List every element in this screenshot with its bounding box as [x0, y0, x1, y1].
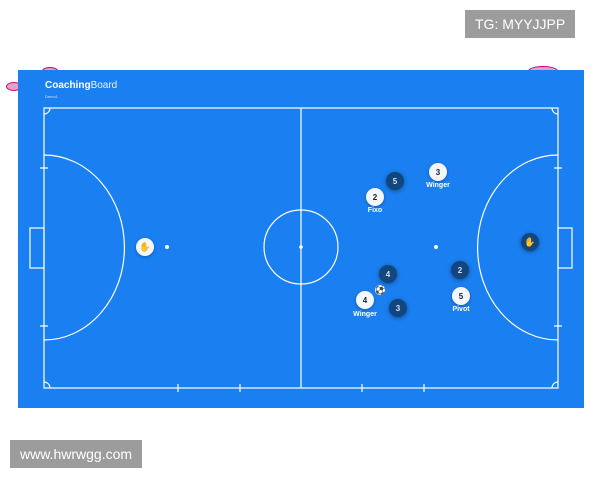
app-title: CoachingBoard — [45, 80, 118, 91]
watermark-top: TG: MYYJJPP — [465, 10, 576, 38]
right-penalty-area — [477, 154, 559, 341]
opponent-goalkeeper-token[interactable]: ✋ — [521, 233, 539, 251]
opponent-token[interactable]: 4 — [379, 265, 397, 283]
app-subtitle: Demo1 — [45, 94, 58, 99]
player-role: Winger — [426, 182, 450, 189]
watermark-bottom: www.hwrwgg.com — [10, 440, 143, 468]
penalty-spot — [434, 245, 438, 249]
penalty-spot — [165, 245, 169, 249]
coaching-board[interactable] — [18, 70, 584, 408]
center-circle — [263, 209, 339, 285]
opponent-token[interactable]: 3 — [389, 299, 407, 317]
glove-icon: ✋ — [139, 241, 151, 252]
player-role: Pivot — [452, 306, 470, 313]
opponent-token[interactable]: 5 — [386, 172, 404, 190]
left-goal — [29, 227, 45, 269]
right-goal — [557, 227, 573, 269]
goalkeeper-token[interactable]: ✋ — [136, 238, 154, 256]
player-token[interactable]: 2 — [366, 188, 384, 206]
futsal-pitch — [29, 107, 573, 392]
player-token[interactable]: 3 — [429, 163, 447, 181]
center-spot — [299, 245, 303, 249]
opponent-token[interactable]: 2 — [451, 261, 469, 279]
player-role: Fixo — [367, 207, 383, 214]
player-token[interactable]: 4 — [356, 291, 374, 309]
substitution-marks — [40, 167, 562, 392]
player-token[interactable]: 5 — [452, 287, 470, 305]
left-penalty-area — [43, 154, 125, 341]
player-role: Winger — [353, 311, 377, 318]
corner-arcs — [43, 107, 559, 389]
soccer-ball-icon[interactable]: ⚽ — [375, 285, 385, 295]
glove-icon: ✋ — [524, 236, 536, 247]
